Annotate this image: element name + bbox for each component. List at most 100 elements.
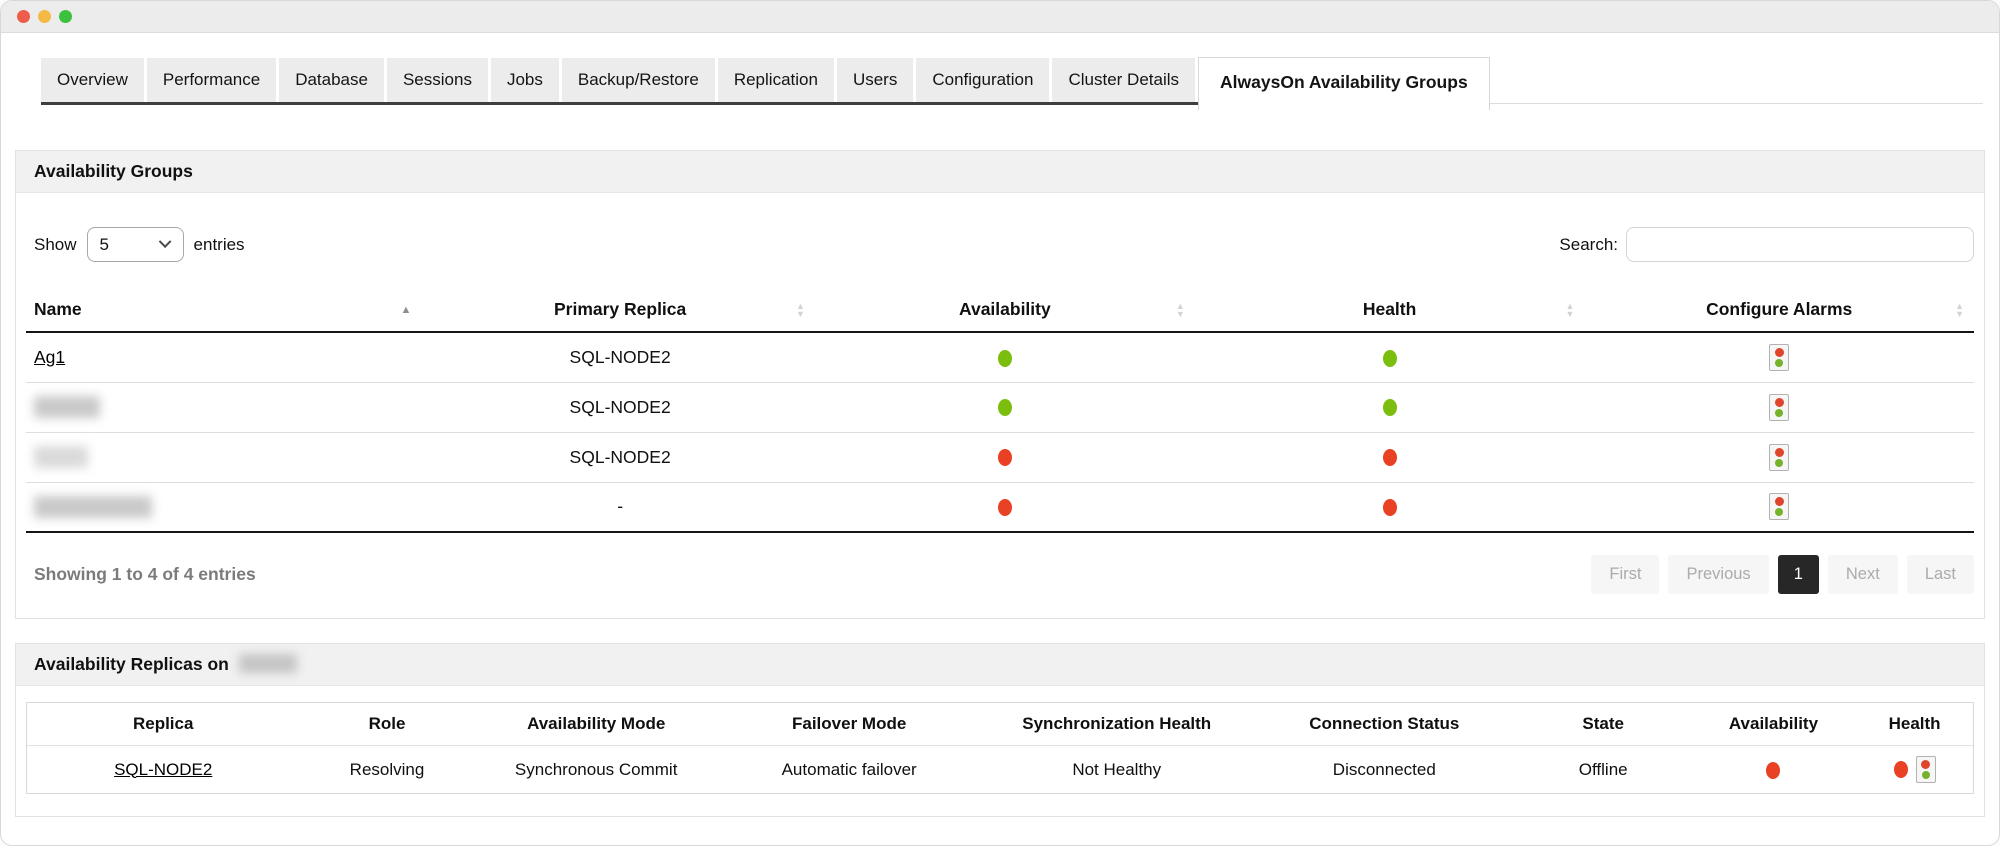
configure-alarms-icon[interactable]: [1769, 443, 1790, 471]
column-header-primary-replica[interactable]: Primary Replica ▲ ▼: [425, 288, 815, 333]
sort-down-arrow: ▼: [1565, 308, 1575, 319]
tab-backup-restore[interactable]: Backup/Restore: [561, 58, 715, 102]
availability-cell: [814, 432, 1195, 483]
availability-status-dot: [997, 349, 1012, 367]
window-titlebar: [1, 1, 1999, 33]
entries-per-page-select[interactable]: 5: [86, 227, 184, 262]
sort-down-arrow: ▼: [1175, 308, 1185, 319]
tab-alwayson-availability-groups[interactable]: AlwaysOn Availability Groups: [1198, 57, 1490, 110]
connection-status-cell: Disconnected: [1332, 759, 1436, 779]
health-status-dot: [1382, 349, 1397, 367]
replica-cell: SQL-NODE2: [27, 746, 299, 794]
alarm-green-dot: [1775, 358, 1784, 367]
redacted-group-name: [34, 396, 100, 419]
entries-label: entries: [193, 234, 245, 254]
pagination-next-button[interactable]: Next: [1827, 555, 1898, 594]
availability-status-dot: [997, 499, 1012, 517]
group-name-cell: [26, 432, 426, 483]
tab-jobs[interactable]: Jobs: [490, 58, 559, 102]
tab-configuration[interactable]: Configuration: [916, 58, 1050, 102]
replica-row: SQL-NODE2 Resolving Synchronous Commit Auto…: [27, 746, 1973, 794]
close-window-icon[interactable]: [17, 10, 30, 23]
availability-status-dot: [1766, 761, 1781, 779]
pagination-first-button[interactable]: First: [1591, 555, 1660, 594]
column-header-availability[interactable]: Availability ▲ ▼: [814, 288, 1195, 333]
health-cell: [1194, 382, 1585, 433]
replicas-column-header-failover-mode: Failover Mode: [717, 703, 981, 746]
health-cell: [1194, 332, 1585, 383]
replicas-column-header-synchronization-health: Synchronization Health: [980, 703, 1253, 746]
alarm-red-dot: [1774, 497, 1784, 507]
tab-database[interactable]: Database: [279, 58, 384, 102]
column-header-configure-alarms[interactable]: Configure Alarms ▲ ▼: [1584, 288, 1974, 333]
configure-alarms-icon[interactable]: [1769, 393, 1790, 421]
pagination-last-button[interactable]: Last: [1906, 555, 1974, 594]
tab-cluster-details[interactable]: Cluster Details: [1052, 58, 1196, 102]
availability-groups-panel: Availability Groups Show 5 entries Searc…: [15, 150, 1985, 619]
sort-up-arrow: ▲: [1955, 300, 1964, 311]
configure-alarms-cell: [1584, 482, 1974, 533]
tab-overview[interactable]: Overview: [41, 58, 144, 102]
failover-mode-cell: Automatic failover: [781, 759, 917, 779]
configure-alarms-icon[interactable]: [1769, 343, 1790, 371]
sort-down-arrow: ▼: [1955, 308, 1964, 319]
sort-down-arrow: ▼: [796, 308, 805, 319]
alarm-red-dot: [1921, 760, 1931, 769]
replicas-column-header-connection-status: Connection Status: [1252, 703, 1516, 746]
redacted-group-name: [34, 446, 88, 469]
configure-alarms-cell: [1584, 332, 1974, 383]
group-name-cell: [26, 382, 426, 433]
replicas-column-header-role: Role: [299, 703, 475, 746]
replicas-column-header-state: State: [1515, 703, 1691, 746]
pagination: First Previous 1 Next Last: [1591, 555, 1974, 594]
availability-replicas-panel: Availability Replicas on Replica Role Avai…: [15, 643, 1985, 817]
configure-alarms-icon[interactable]: [1769, 493, 1790, 521]
table-footer: Showing 1 to 4 of 4 entries First Previo…: [16, 533, 1984, 618]
alarm-red-dot: [1774, 347, 1784, 357]
entries-summary: Showing 1 to 4 of 4 entries: [34, 564, 256, 584]
replica-name-link[interactable]: SQL-NODE2: [114, 759, 213, 779]
tab-sessions[interactable]: Sessions: [386, 58, 488, 102]
replicas-column-header-availability: Availability: [1690, 703, 1857, 746]
primary-replica-cell: -: [425, 482, 815, 533]
primary-replica-cell: SQL-NODE2: [425, 332, 815, 383]
configure-alarms-cell: [1584, 382, 1974, 433]
search-input[interactable]: [1626, 227, 1974, 262]
maximize-window-icon[interactable]: [59, 10, 72, 23]
sort-up-arrow: ▲: [1175, 300, 1185, 311]
pagination-previous-button[interactable]: Previous: [1668, 555, 1769, 594]
tab-performance[interactable]: Performance: [146, 58, 277, 102]
availability-status-dot: [997, 399, 1012, 417]
sort-icon: ▲ ▼: [796, 301, 805, 319]
redacted-group-name: [34, 495, 152, 518]
alarm-red-dot: [1774, 397, 1784, 407]
alarm-red-dot: [1774, 447, 1784, 457]
health-cell: [1194, 482, 1585, 533]
group-name-link[interactable]: Ag1: [34, 346, 66, 367]
availability-status-dot: [997, 449, 1012, 467]
table-row: Ag1 SQL-NODE2: [26, 332, 1974, 383]
minimize-window-icon[interactable]: [38, 10, 51, 23]
pagination-page-1-button[interactable]: 1: [1777, 555, 1819, 594]
availability-groups-table: Name ▲ Primary Replica ▲ ▼ Availability ▲ ▼ Heal…: [26, 288, 1974, 533]
column-header-health[interactable]: Health ▲ ▼: [1194, 288, 1585, 333]
synchronization-health-cell: Not Healthy: [1072, 759, 1162, 779]
health-status-dot: [1382, 449, 1397, 467]
health-cell: [1194, 432, 1585, 483]
column-header-name[interactable]: Name ▲: [26, 288, 426, 333]
replicas-table-box: Replica Role Availability Mode Failover Mod…: [26, 702, 1974, 794]
table-row: -: [26, 482, 1974, 533]
tab-underline-right: [1489, 103, 1983, 104]
sort-up-arrow: ▲: [1565, 300, 1575, 311]
state-cell: Offline: [1578, 759, 1628, 779]
configure-alarms-icon[interactable]: [1915, 756, 1936, 783]
table-body: Ag1 SQL-NODE2 SQL-NODE2 SQL-NODE2-: [26, 332, 1974, 533]
table-controls: Show 5 entries Search:: [16, 193, 1984, 288]
tab-users[interactable]: Users: [836, 58, 914, 102]
availability-cell: [814, 482, 1195, 533]
availability-cell: [814, 332, 1195, 383]
tab-group: Overview Performance Database Sessions Jobs B…: [41, 58, 1199, 105]
alarm-green-dot: [1921, 771, 1930, 779]
availability-groups-title: Availability Groups: [16, 151, 1984, 193]
tab-replication[interactable]: Replication: [717, 58, 834, 102]
